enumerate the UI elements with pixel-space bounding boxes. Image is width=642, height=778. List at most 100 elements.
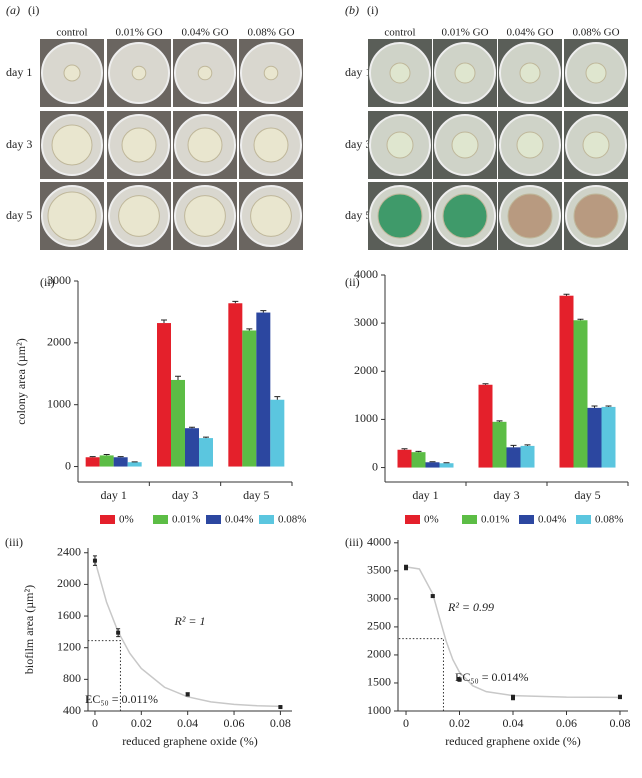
- bar: [573, 320, 588, 468]
- panel-label: (iii): [345, 535, 363, 549]
- column-header: control: [384, 27, 415, 39]
- legend-swatch: [153, 515, 168, 524]
- legend-label: 0.01%: [172, 514, 200, 526]
- error-bar: [260, 310, 267, 313]
- bar: [520, 445, 535, 468]
- row-label: day 3: [6, 137, 32, 151]
- column-header: 0.04% GO: [181, 27, 228, 39]
- error-bar: [203, 436, 209, 439]
- bar: [85, 457, 100, 467]
- bar: [171, 379, 185, 467]
- colony: [253, 127, 289, 163]
- y-tick-label: 4000: [354, 267, 378, 281]
- colony: [118, 195, 160, 237]
- error-bar: [117, 456, 124, 458]
- legend-label: 0%: [119, 514, 134, 526]
- y-tick-label: 4000: [367, 535, 391, 549]
- y-tick-label: 3000: [354, 315, 378, 329]
- bar: [506, 447, 521, 468]
- y-tick-label: 1000: [367, 703, 391, 717]
- x-tick-label: 0.06: [556, 716, 577, 730]
- row-label: day 1: [345, 65, 371, 79]
- legend-swatch: [206, 515, 221, 524]
- colony: [121, 127, 157, 163]
- colony: [451, 131, 479, 159]
- column-header: control: [56, 27, 87, 39]
- column-header: 0.08% GO: [572, 27, 619, 39]
- bar: [425, 462, 440, 468]
- x-tick-label: 0.08: [609, 716, 630, 730]
- error-bar: [103, 453, 110, 456]
- panel-sublabel: (i): [28, 3, 39, 17]
- legend-label: 0%: [424, 514, 439, 526]
- panel-label: (ii): [345, 275, 360, 289]
- panel-sublabel: (i): [367, 3, 378, 17]
- colony: [585, 62, 607, 84]
- bar: [127, 462, 142, 467]
- row-label: day 3: [345, 137, 371, 151]
- bar: [587, 407, 602, 468]
- y-tick-label: 400: [63, 703, 81, 717]
- data-point: [116, 630, 121, 635]
- error-bar: [161, 319, 167, 324]
- error-bar: [189, 426, 195, 429]
- data-point: [457, 677, 462, 682]
- x-tick-label: 0.02: [131, 716, 152, 730]
- legend-swatch: [519, 515, 534, 524]
- y-tick-label: 1500: [367, 675, 391, 689]
- bar: [113, 457, 128, 467]
- y-axis-title: colony area (µm²): [14, 338, 28, 424]
- ec50-guide: [398, 638, 444, 711]
- colony: [187, 127, 223, 163]
- y-tick-label: 3500: [367, 563, 391, 577]
- legend-swatch: [462, 515, 477, 524]
- row-label: day 1: [6, 65, 32, 79]
- column-header: 0.01% GO: [115, 27, 162, 39]
- y-tick-label: 3000: [47, 273, 71, 287]
- x-tick-label: 0.04: [177, 716, 198, 730]
- bar: [439, 463, 454, 468]
- colony: [507, 193, 553, 239]
- fit-curve: [405, 566, 620, 699]
- bar: [242, 330, 257, 467]
- error-bar: [89, 456, 96, 458]
- error-bar: [482, 383, 489, 385]
- data-point: [511, 695, 515, 700]
- y-tick-label: 2500: [367, 619, 391, 633]
- bar: [478, 384, 493, 468]
- error-bar: [415, 450, 422, 453]
- y-tick-label: 1000: [47, 396, 71, 410]
- legend-label: 0.04%: [225, 514, 253, 526]
- legend-swatch: [405, 515, 420, 524]
- colony: [519, 62, 541, 84]
- bar: [559, 295, 574, 468]
- colony: [51, 124, 93, 166]
- bar: [270, 399, 285, 467]
- x-tick-label: day 5: [574, 488, 600, 502]
- annotation: R² = 0.99: [447, 600, 494, 614]
- column-header: 0.08% GO: [247, 27, 294, 39]
- colony: [389, 62, 411, 84]
- bar: [492, 421, 507, 468]
- y-tick-label: 0: [65, 458, 71, 472]
- x-tick-label: 0.08: [270, 716, 291, 730]
- colony: [516, 131, 544, 159]
- x-axis-title: reduced graphene oxide (%): [122, 734, 258, 748]
- colony: [573, 193, 619, 239]
- colony: [63, 64, 81, 82]
- colony: [197, 65, 213, 81]
- legend-label: 0.01%: [481, 514, 509, 526]
- y-tick-label: 800: [63, 671, 81, 685]
- panel-label: (ii): [40, 275, 55, 289]
- x-tick-label: 0.02: [449, 716, 470, 730]
- legend-swatch: [100, 515, 115, 524]
- x-axis-title: reduced graphene oxide (%): [445, 734, 581, 748]
- bar: [99, 455, 114, 467]
- data-point: [92, 558, 97, 563]
- annotation: EC₅₀ = 0.011%: [85, 692, 158, 706]
- colony: [184, 195, 226, 237]
- error-bar: [563, 293, 570, 296]
- error-bar: [175, 375, 181, 380]
- data-point: [430, 594, 435, 599]
